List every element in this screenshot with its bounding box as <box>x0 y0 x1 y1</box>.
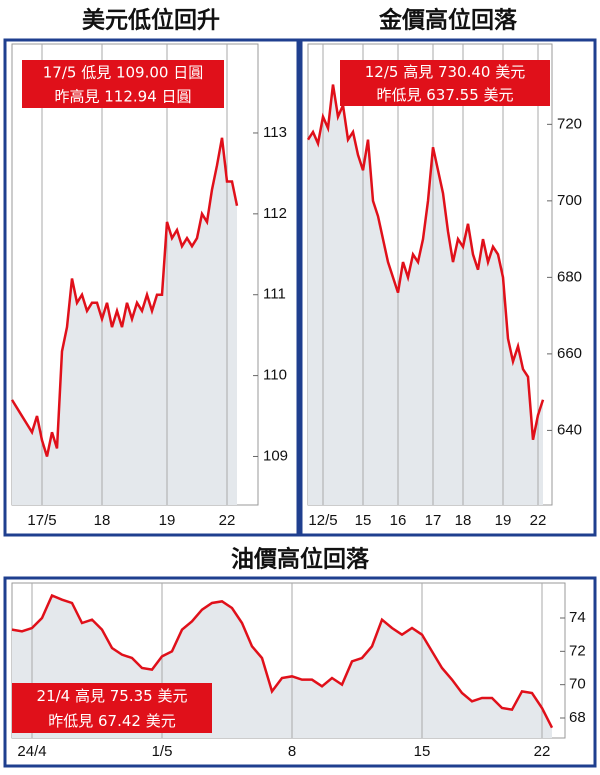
annotation-text: 21/4 高見 75.35 美元 <box>37 687 188 705</box>
y-tick-label: 109 <box>263 447 288 464</box>
y-tick-label: 74 <box>569 609 586 626</box>
area-fill <box>308 84 543 505</box>
y-tick-label: 68 <box>569 709 586 726</box>
y-tick-label: 640 <box>557 421 582 438</box>
area-fill <box>12 137 237 505</box>
x-tick-label: 15 <box>414 743 431 760</box>
y-tick-label: 70 <box>569 676 586 693</box>
annotation-box <box>22 60 224 108</box>
chart-title: 金價高位回落 <box>378 7 518 34</box>
x-tick-label: 16 <box>390 512 407 529</box>
y-tick-label: 720 <box>557 115 582 132</box>
x-tick-label: 18 <box>94 512 111 529</box>
x-tick-label: 22 <box>219 512 236 529</box>
annotation-text: 昨低見 637.55 美元 <box>376 86 513 104</box>
x-tick-label: 17/5 <box>27 512 56 529</box>
y-tick-label: 700 <box>557 192 582 209</box>
price-line <box>11 593 554 729</box>
annotation-text: 昨高見 112.94 日圓 <box>54 88 191 106</box>
x-tick-label: 15 <box>355 512 372 529</box>
y-tick-label: 112 <box>263 205 287 222</box>
x-tick-label: 19 <box>495 512 512 529</box>
y-tick-label: 113 <box>263 124 287 141</box>
x-tick-label: 17 <box>425 512 442 529</box>
annotation-box <box>340 60 550 106</box>
x-tick-label: 22 <box>530 512 547 529</box>
x-tick-label: 1/5 <box>152 743 173 760</box>
x-tick-label: 22 <box>534 743 551 760</box>
y-tick-label: 111 <box>263 286 286 303</box>
x-tick-label: 12/5 <box>308 512 337 529</box>
chart-title: 美元低位回升 <box>82 7 220 34</box>
chart-title: 油價高位回落 <box>231 546 370 573</box>
y-tick-label: 680 <box>557 268 582 285</box>
x-tick-label: 19 <box>159 512 176 529</box>
y-tick-label: 660 <box>557 345 582 362</box>
price-line <box>10 137 239 457</box>
x-tick-label: 24/4 <box>17 743 46 760</box>
annotation-text: 17/5 低見 109.00 日圓 <box>43 64 203 82</box>
y-tick-label: 110 <box>263 367 287 384</box>
price-line <box>306 84 545 441</box>
annotation-text: 昨低見 67.42 美元 <box>48 712 175 730</box>
annotation-box <box>12 683 212 733</box>
x-tick-label: 8 <box>288 743 296 760</box>
annotation-text: 12/5 高見 730.40 美元 <box>365 63 525 81</box>
x-tick-label: 18 <box>455 512 472 529</box>
y-tick-label: 72 <box>569 642 586 659</box>
